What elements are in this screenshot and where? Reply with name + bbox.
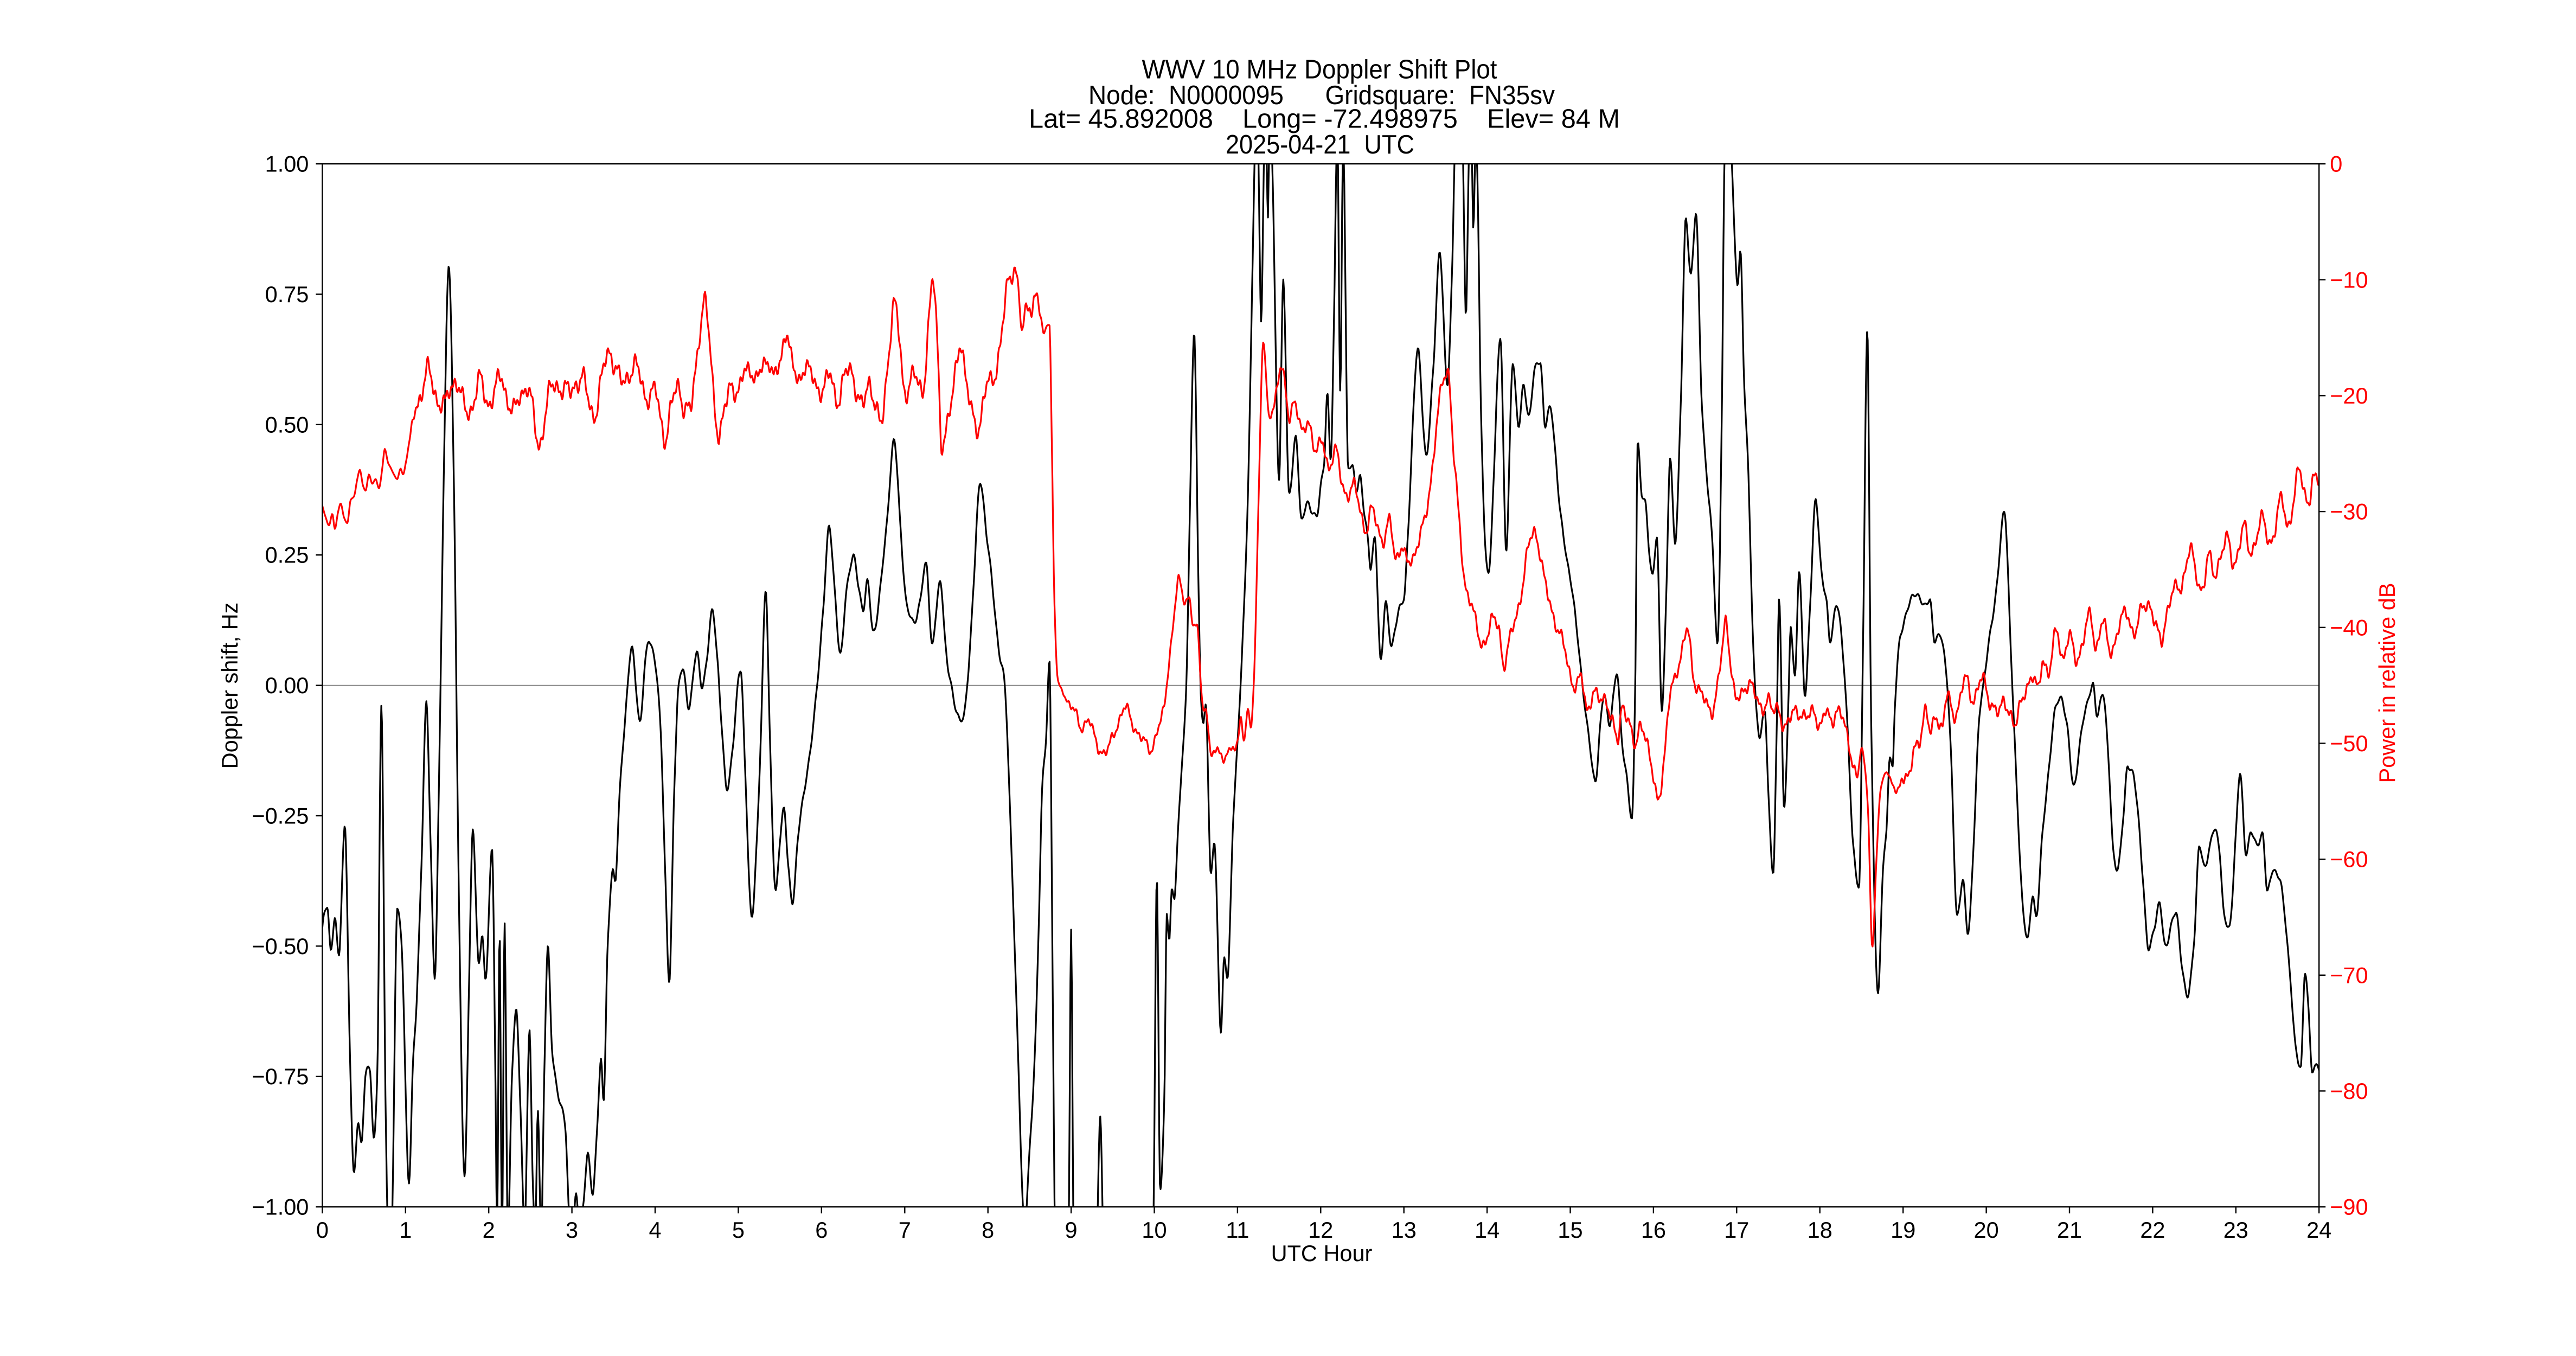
svg-text:21: 21 [2057,1217,2082,1243]
svg-text:23: 23 [2223,1217,2248,1243]
svg-text:Doppler shift, Hz: Doppler shift, Hz [217,603,242,769]
svg-text:7: 7 [899,1217,911,1243]
svg-text:−30: −30 [2330,499,2368,525]
svg-text:−20: −20 [2330,383,2368,408]
svg-text:−0.25: −0.25 [252,803,309,829]
svg-text:17: 17 [1724,1217,1749,1243]
svg-text:0.50: 0.50 [265,412,309,437]
svg-text:22: 22 [2140,1217,2165,1243]
svg-text:Node: N0000095 Gridsquar: Node: N0000095 Gridsquare: FN35sv [1088,81,1555,110]
svg-text:10: 10 [1142,1217,1167,1243]
svg-text:8: 8 [982,1217,994,1243]
svg-text:3: 3 [566,1217,578,1243]
svg-text:6: 6 [815,1217,828,1243]
svg-text:−90: −90 [2330,1194,2368,1220]
svg-text:18: 18 [1808,1217,1832,1243]
svg-text:0.75: 0.75 [265,282,309,307]
svg-text:12: 12 [1308,1217,1333,1243]
svg-text:−10: −10 [2330,267,2368,292]
svg-text:2025-04-21 UTC: 2025-04-21 UTC [1226,130,1414,159]
svg-text:−50: −50 [2330,731,2368,756]
svg-text:Lat= 45.892008 Long= -72.49: Lat= 45.892008 Long= -72.498975 Elev= 84… [1029,105,1620,134]
svg-text:1.00: 1.00 [265,151,309,177]
svg-text:15: 15 [1558,1217,1582,1243]
svg-text:5: 5 [732,1217,745,1243]
svg-text:14: 14 [1475,1217,1500,1243]
svg-text:−1.00: −1.00 [252,1194,309,1220]
svg-text:9: 9 [1065,1217,1078,1243]
svg-text:WWV 10 MHz Doppler Shift Plot: WWV 10 MHz Doppler Shift Plot [1142,55,1497,85]
svg-text:1: 1 [399,1217,412,1243]
svg-text:0.25: 0.25 [265,542,309,568]
svg-text:20: 20 [1974,1217,1999,1243]
svg-text:−40: −40 [2330,615,2368,640]
svg-text:−80: −80 [2330,1078,2368,1104]
svg-text:0: 0 [2330,151,2342,177]
svg-text:2: 2 [483,1217,495,1243]
svg-text:16: 16 [1641,1217,1666,1243]
svg-text:UTC Hour: UTC Hour [1271,1240,1373,1266]
svg-text:−60: −60 [2330,847,2368,872]
svg-text:0: 0 [316,1217,329,1243]
svg-text:11: 11 [1226,1217,1249,1243]
svg-text:−0.50: −0.50 [252,933,309,959]
svg-text:4: 4 [649,1217,661,1243]
svg-text:19: 19 [1891,1217,1915,1243]
svg-text:−0.75: −0.75 [252,1064,309,1089]
svg-text:Power in relative dB: Power in relative dB [2374,583,2400,783]
svg-text:−70: −70 [2330,962,2368,988]
svg-text:0.00: 0.00 [265,673,309,698]
svg-text:24: 24 [2306,1217,2331,1243]
svg-text:13: 13 [1392,1217,1417,1243]
